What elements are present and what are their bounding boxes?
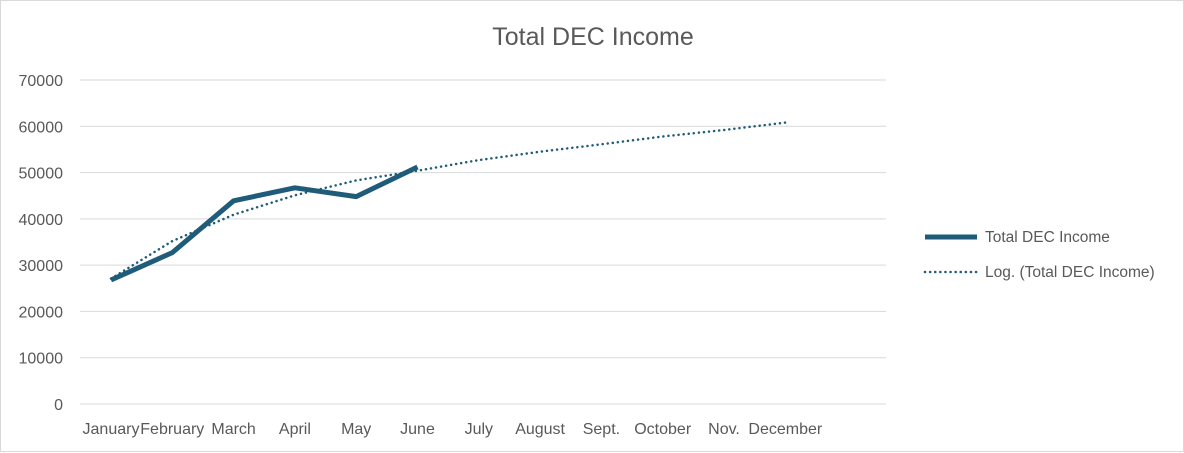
legend-label: Total DEC Income bbox=[985, 229, 1110, 246]
series-lines bbox=[109, 121, 787, 283]
x-tick-label: February bbox=[140, 421, 204, 438]
x-tick-label: January bbox=[83, 421, 140, 438]
y-tick-label: 60000 bbox=[19, 119, 64, 136]
y-tick-label: 40000 bbox=[19, 212, 64, 229]
x-tick-label: July bbox=[465, 421, 493, 438]
x-tick-label: October bbox=[634, 421, 692, 438]
y-axis-ticks: 0 10000 20000 30000 40000 50000 60000 70000 bbox=[19, 73, 64, 414]
y-tick-label: 0 bbox=[54, 397, 63, 414]
x-tick-label: May bbox=[341, 421, 371, 438]
x-tick-label: April bbox=[279, 421, 311, 438]
x-tick-label: June bbox=[400, 421, 435, 438]
x-tick-label: Nov. bbox=[708, 421, 740, 438]
x-axis-ticks: January February March April May June July Augu… bbox=[83, 421, 823, 438]
y-tick-label: 20000 bbox=[19, 304, 64, 321]
legend: Total DEC Income Log. (Total DEC Income) bbox=[923, 229, 1155, 281]
gridlines bbox=[80, 79, 886, 405]
x-tick-label: December bbox=[748, 421, 822, 438]
chart-title: Total DEC Income bbox=[492, 23, 693, 51]
x-tick-label: Sept. bbox=[583, 421, 620, 438]
y-tick-label: 70000 bbox=[19, 73, 64, 90]
y-tick-label: 30000 bbox=[19, 258, 64, 275]
trendline-series bbox=[109, 121, 787, 280]
x-tick-label: August bbox=[515, 421, 565, 438]
x-tick-label: March bbox=[211, 421, 255, 438]
income-series-line bbox=[109, 164, 419, 283]
y-tick-label: 50000 bbox=[19, 166, 64, 183]
y-tick-label: 10000 bbox=[19, 351, 64, 368]
legend-label: Log. (Total DEC Income) bbox=[985, 264, 1155, 281]
